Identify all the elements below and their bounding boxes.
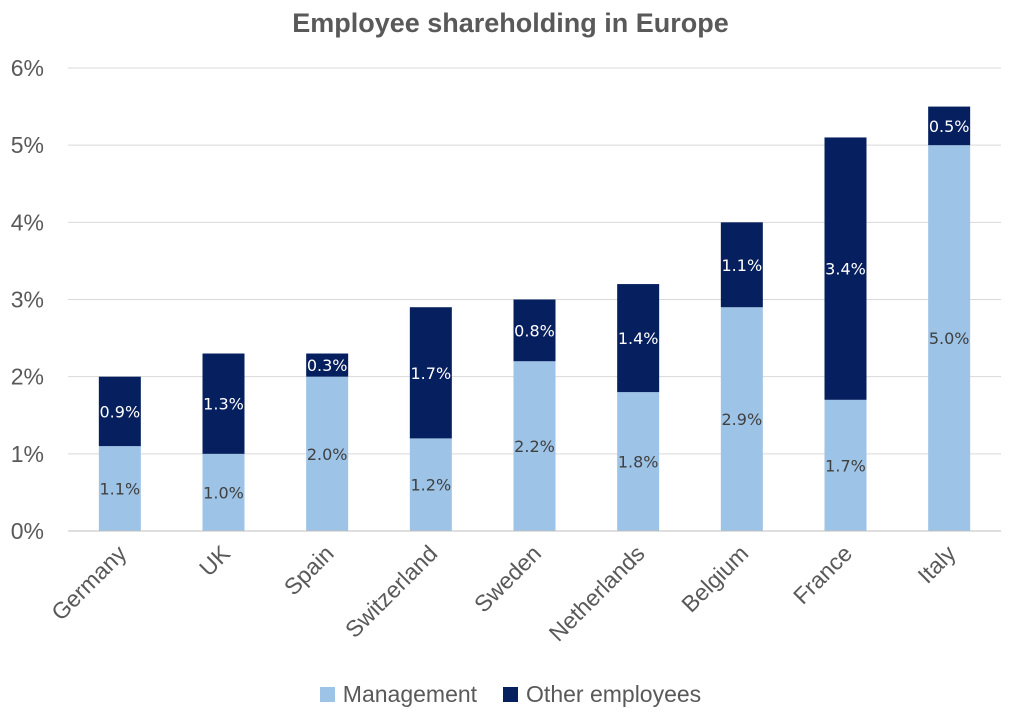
data-label: 2.9% xyxy=(722,410,763,429)
y-tick-label: 4% xyxy=(11,209,44,235)
bar-other-employees-switzerland xyxy=(409,307,452,439)
y-tick-label: 1% xyxy=(11,441,44,467)
bar-other-employees-belgium xyxy=(720,222,763,308)
data-label: 3.4% xyxy=(825,260,866,279)
x-tick-label: Netherlands xyxy=(544,540,650,646)
x-tick-label: Spain xyxy=(279,540,339,600)
x-tick-label: UK xyxy=(194,540,235,581)
data-label: 0.8% xyxy=(514,321,555,340)
legend-swatch-management xyxy=(319,687,335,702)
x-tick-label: France xyxy=(788,540,857,609)
bar-other-employees-france xyxy=(824,137,867,400)
bar-other-employees-germany xyxy=(98,376,141,447)
bar-management-switzerland xyxy=(409,438,452,531)
x-tick-label: Germany xyxy=(46,540,132,626)
bar-other-employees-netherlands xyxy=(617,284,660,393)
data-label: 1.7% xyxy=(411,364,452,383)
y-tick-label: 3% xyxy=(11,287,44,313)
bar-management-germany xyxy=(98,446,141,531)
data-label: 1.0% xyxy=(203,483,244,502)
data-label: 1.1% xyxy=(722,256,763,275)
bar-management-belgium xyxy=(720,307,763,531)
legend-label-other-employees: Other employees xyxy=(526,681,702,707)
data-label: 2.2% xyxy=(514,437,555,456)
data-label: 1.8% xyxy=(618,453,659,472)
legend-item-other-employees: Other employees xyxy=(503,681,701,708)
bar-management-france xyxy=(824,399,867,531)
y-tick-label: 6% xyxy=(11,55,44,81)
chart-title: Employee shareholding in Europe xyxy=(292,8,729,38)
x-tick-label: Italy xyxy=(912,540,961,589)
y-tick-label: 5% xyxy=(11,132,44,158)
data-label: 1.2% xyxy=(411,476,452,495)
bar-other-employees-sweden xyxy=(513,299,556,362)
data-label: 2.0% xyxy=(307,445,348,464)
data-label: 1.3% xyxy=(203,395,244,414)
bar-management-sweden xyxy=(513,361,556,531)
legend: Management Other employees xyxy=(0,681,1021,708)
data-label: 0.5% xyxy=(929,117,970,136)
data-label: 0.3% xyxy=(307,356,348,375)
bar-other-employees-italy xyxy=(928,106,971,146)
x-tick-label: Switzerland xyxy=(340,540,442,642)
y-tick-label: 0% xyxy=(11,518,44,544)
x-tick-label: Sweden xyxy=(469,540,546,617)
x-tick-label: Belgium xyxy=(676,540,753,617)
data-labels: 1.1% 0.9% 1.0% 1.3% 2.0% 0.3% 1.2% 1.7% 2.2% 0.8%… xyxy=(100,117,970,503)
data-label: 1.7% xyxy=(825,456,866,475)
bar-other-employees-uk xyxy=(202,353,245,454)
bar-management-uk xyxy=(202,453,245,531)
bar-management-italy xyxy=(928,145,971,531)
data-label: 1.1% xyxy=(100,480,141,499)
data-label: 1.4% xyxy=(618,329,659,348)
data-label: 5.0% xyxy=(929,329,970,348)
y-tick-label: 2% xyxy=(11,364,44,390)
bar-management-netherlands xyxy=(617,392,660,531)
bar-management-spain xyxy=(306,376,349,531)
bars xyxy=(98,106,971,531)
legend-swatch-other-employees xyxy=(503,687,519,702)
legend-item-management: Management xyxy=(319,681,478,708)
bar-other-employees-spain xyxy=(306,353,349,377)
legend-label-management: Management xyxy=(342,681,478,707)
data-label: 0.9% xyxy=(100,402,141,421)
